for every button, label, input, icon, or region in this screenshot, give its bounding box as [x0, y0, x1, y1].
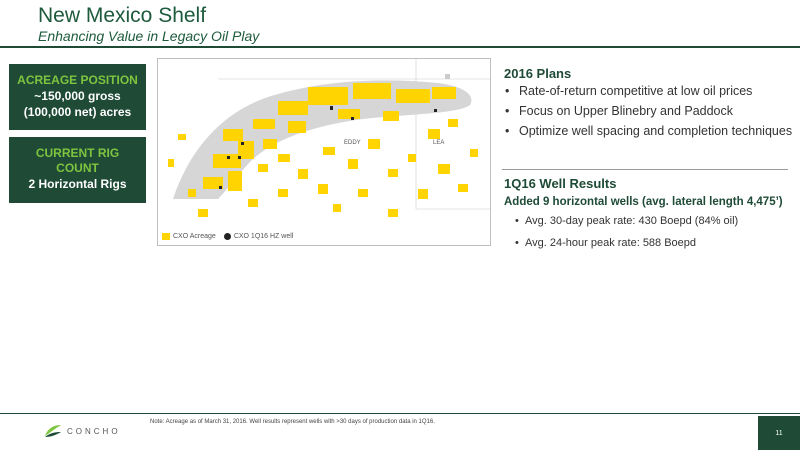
- plans-heading: 2016 Plans: [504, 66, 572, 81]
- well-markers: [219, 106, 437, 189]
- acreage-map-graphic: [168, 59, 490, 217]
- acreage-position-box: ACREAGE POSITION ~150,000 gross (100,000…: [9, 64, 146, 130]
- rig-count-value: 2 Horizontal Rigs: [28, 177, 127, 191]
- footnote: Note: Acreage as of March 31, 2016. Well…: [150, 419, 435, 425]
- results-item: Avg. 30-day peak rate: 430 Boepd (84% oi…: [515, 214, 738, 228]
- legend-item-acreage: CXO Acreage: [162, 233, 216, 240]
- plans-item: Rate-of-return competitive at low oil pr…: [505, 84, 795, 99]
- acreage-gross-value: ~150,000 gross: [34, 89, 121, 103]
- header-divider: [0, 46, 800, 48]
- legend-item-wells: CXO 1Q16 HZ well: [223, 233, 294, 240]
- results-subheading: Added 9 horizontal wells (avg. lateral l…: [504, 196, 783, 208]
- results-item: Avg. 24-hour peak rate: 588 Boepd: [515, 236, 738, 250]
- page-title: New Mexico Shelf: [38, 4, 207, 27]
- results-list: Avg. 30-day peak rate: 430 Boepd (84% oi…: [515, 214, 738, 258]
- results-heading: 1Q16 Well Results: [504, 176, 617, 191]
- trend-area: [173, 80, 472, 199]
- concho-leaf-icon: [45, 425, 61, 437]
- legend-acreage-label: CXO Acreage: [173, 233, 216, 240]
- rig-count-label-line2: COUNT: [56, 161, 99, 175]
- acreage-net-value: (100,000 net) acres: [23, 105, 132, 119]
- page-subtitle: Enhancing Value in Legacy Oil Play: [38, 28, 260, 44]
- plans-item: Focus on Upper Blinebry and Paddock: [505, 104, 795, 119]
- acreage-swatch: [162, 233, 170, 240]
- concho-logo: CONCHO: [44, 424, 121, 438]
- logo-text: CONCHO: [67, 426, 121, 436]
- rig-count-label-line1: CURRENT RIG: [35, 146, 120, 160]
- legend-wells-label: CXO 1Q16 HZ well: [233, 233, 294, 240]
- acreage-position-label: ACREAGE POSITION: [17, 73, 138, 87]
- acreage-map: EDDY LEA CXO Acreage CXO 1Q16 HZ well: [157, 58, 491, 246]
- footer-divider: [0, 413, 800, 414]
- page-number: 11: [758, 416, 800, 450]
- acreage-blocks: [168, 83, 478, 217]
- well-dot-icon: [223, 233, 231, 240]
- plans-list: Rate-of-return competitive at low oil pr…: [505, 84, 795, 144]
- rig-count-box: CURRENT RIG COUNT 2 Horizontal Rigs: [9, 137, 146, 203]
- map-legend: CXO Acreage CXO 1Q16 HZ well: [158, 228, 490, 245]
- county-label-eddy: EDDY: [344, 140, 361, 146]
- plans-item: Optimize well spacing and completion tec…: [505, 124, 795, 139]
- county-label-lea: LEA: [433, 140, 445, 146]
- section-divider: [502, 169, 788, 170]
